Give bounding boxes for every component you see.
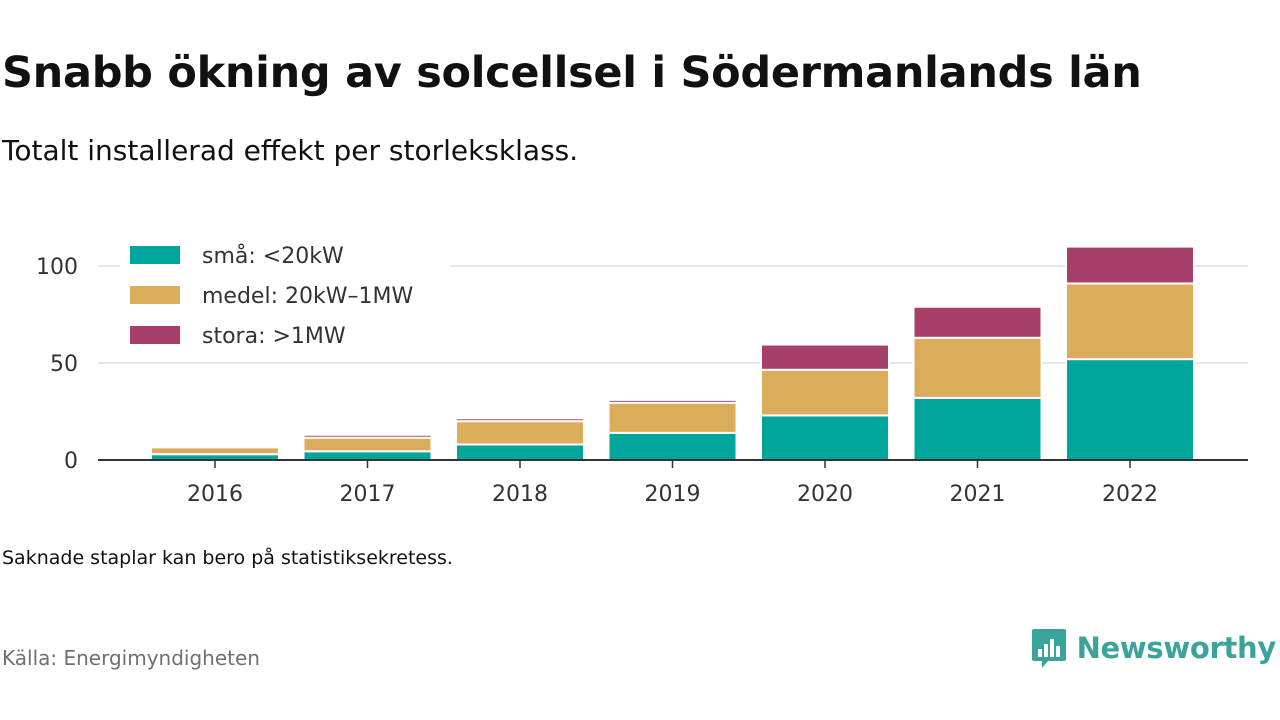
- y-tick-label: 0: [64, 449, 78, 474]
- bar-segment: [302, 433, 433, 439]
- bar-segment: [607, 398, 738, 404]
- brand-name: Newsworthy: [1076, 631, 1277, 665]
- bar-segment: [912, 396, 1043, 462]
- chart-subtitle: Totalt installerad effekt per storlekskl…: [2, 134, 579, 167]
- legend: små: <20kW medel: 20kW–1MW stora: >1MW: [120, 236, 450, 354]
- x-tick-label: 2021: [950, 482, 1006, 507]
- x-tick-label: 2016: [187, 482, 243, 507]
- bar-segment: [912, 336, 1043, 399]
- bar-segment: [302, 436, 433, 453]
- bar-segment: [1065, 245, 1195, 285]
- x-tick-label: 2019: [645, 482, 701, 507]
- bar-segment: [607, 401, 738, 434]
- bar-segment: [760, 368, 890, 417]
- x-tick-label: 2022: [1102, 482, 1158, 507]
- legend-label: medel: 20kW–1MW: [202, 284, 413, 309]
- legend-swatch: [130, 246, 180, 264]
- bar-segment: [455, 443, 585, 462]
- bar-segment: [1065, 358, 1195, 461]
- x-tick-label: 2018: [492, 482, 548, 507]
- axes: 0 50 100 2016 2017 2018 2019 2020 2021 2022: [36, 255, 1248, 507]
- legend-swatch: [130, 326, 180, 344]
- y-tick-label: 50: [50, 352, 78, 377]
- x-tick-label: 2020: [797, 482, 853, 507]
- bars: [150, 245, 1195, 462]
- y-tick-label: 100: [36, 255, 78, 280]
- bar-segment: [607, 431, 738, 461]
- bar-segment: [455, 417, 585, 423]
- footnote: Saknade staplar kan bero på statistiksek…: [2, 547, 453, 569]
- legend-label: små: <20kW: [202, 243, 344, 269]
- chart-title: Snabb ökning av solcellsel i Södermanlan…: [2, 48, 1142, 98]
- legend-swatch: [130, 286, 180, 304]
- source-credit: Källa: Energimyndigheten: [2, 646, 260, 670]
- newsworthy-logo-icon: [1031, 629, 1066, 668]
- bar-segment: [1065, 282, 1195, 361]
- stacked-bar-chart: 0 50 100 2016 2017 2018 2019 2020 2021 2022 små: …: [36, 236, 1248, 507]
- brand-logo: Newsworthy: [1031, 627, 1276, 669]
- bar-segment: [760, 343, 890, 371]
- legend-label: stora: >1MW: [202, 324, 346, 349]
- x-tick-label: 2017: [340, 482, 396, 507]
- bar-segment: [150, 446, 280, 456]
- bar-segment: [302, 450, 433, 461]
- bar-segment: [912, 305, 1043, 339]
- bar-segment: [760, 414, 890, 462]
- bar-segment: [455, 420, 585, 446]
